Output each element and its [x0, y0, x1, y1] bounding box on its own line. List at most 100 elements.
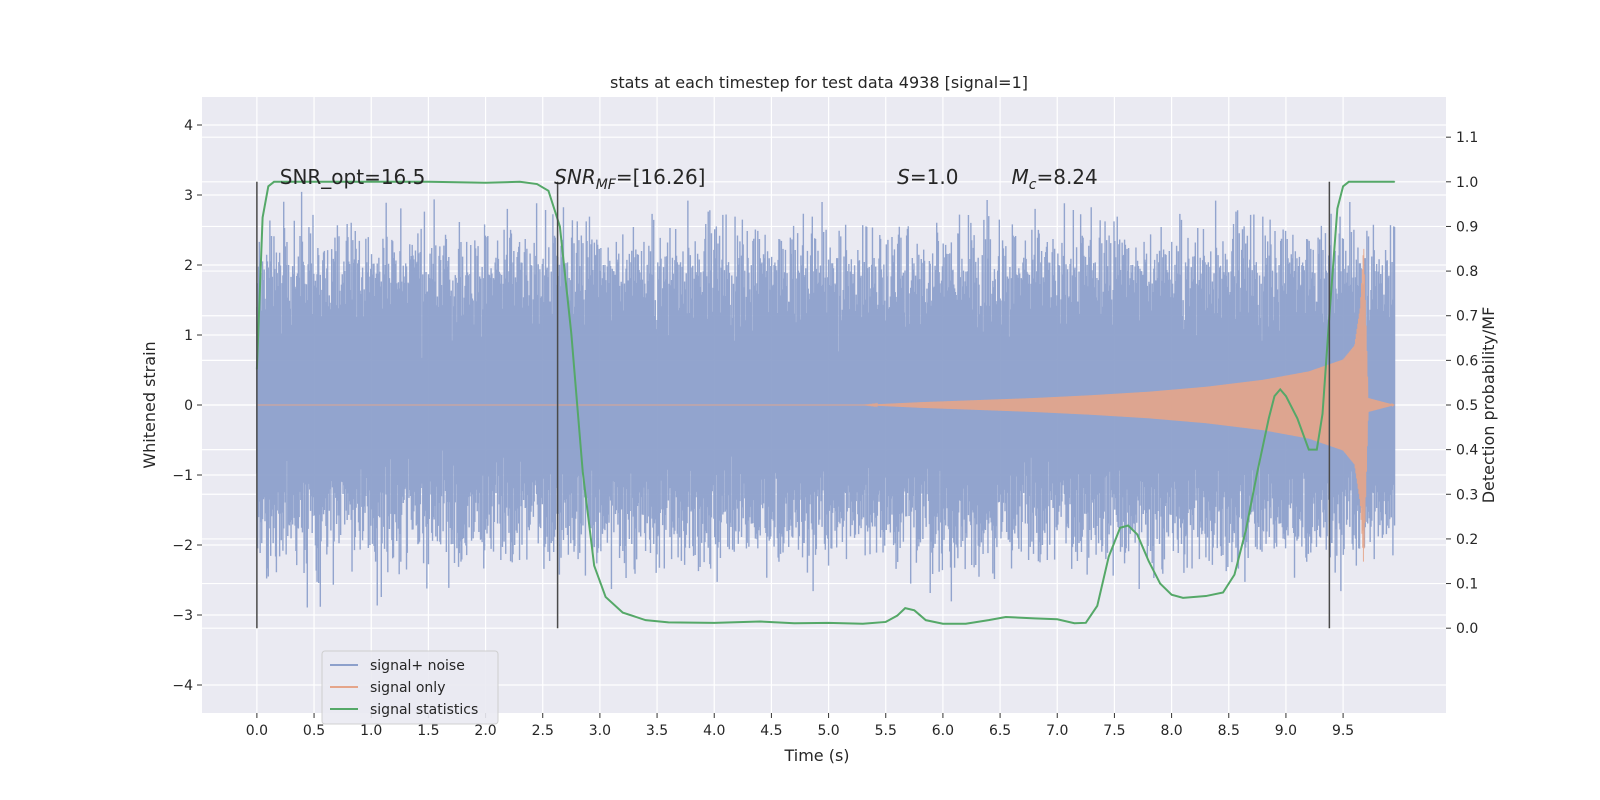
x-tick-label: 6.0 [932, 723, 954, 739]
stats-point [1376, 181, 1378, 183]
stats-point [913, 609, 915, 611]
stats-point [1336, 207, 1338, 210]
stats-point [904, 607, 906, 609]
stats-point [862, 623, 864, 625]
stats-point [1356, 181, 1358, 183]
x-tick-label: 7.0 [1046, 723, 1068, 739]
stats-point [1348, 181, 1350, 183]
annotation-text: Mc=8.24 [1012, 165, 1098, 193]
stats-point [622, 611, 624, 614]
x-tick-label: 8.5 [1218, 723, 1240, 739]
y2-tick-label: 0.7 [1456, 309, 1478, 325]
chart-title: stats at each timestep for test data 493… [610, 73, 1028, 92]
y-tick-label: 4 [184, 118, 193, 134]
stats-point [1273, 395, 1276, 397]
y-tick-label: −4 [172, 678, 193, 694]
y-tick-label: −3 [172, 608, 193, 624]
x-tick-label: 8.0 [1160, 723, 1182, 739]
stats-point [1096, 605, 1098, 607]
x-tick-label: 1.5 [417, 723, 439, 739]
stats-point [1085, 622, 1087, 624]
stats-point [1279, 388, 1281, 390]
legend-label: signal only [370, 680, 445, 696]
x-tick-label: 2.0 [474, 723, 496, 739]
stats-point [896, 615, 898, 617]
y2-axis-ticks: 1.1 1.0 0.9 0.8 0.7 0.6 0.5 0.4 0.3 0.2 0.1 0.0 [1446, 130, 1478, 637]
stats-point [1256, 471, 1258, 473]
stats-point [290, 181, 292, 183]
stats-point [519, 181, 521, 183]
stats-point [759, 620, 761, 623]
y2-tick-label: 0.3 [1456, 487, 1478, 503]
stats-point [1033, 617, 1035, 619]
stats-point [1148, 560, 1150, 562]
y2-tick-label: 0.0 [1456, 621, 1478, 637]
x-tick-label: 6.5 [989, 723, 1011, 739]
y2-tick-label: 0.2 [1456, 532, 1478, 548]
stats-point [536, 183, 538, 185]
stats-point [279, 181, 281, 183]
x-tick-label: 2.5 [532, 723, 554, 739]
stats-point [313, 181, 315, 183]
stats-point [1119, 527, 1121, 529]
stats-point [942, 623, 944, 625]
y2-tick-label: 1.1 [1456, 130, 1478, 146]
x-tick-label: 0.0 [246, 723, 268, 739]
y-tick-label: 0 [184, 398, 193, 414]
y-tick-label: −1 [172, 468, 193, 484]
x-tick-label: 1.0 [360, 723, 382, 739]
y-tick-label: 1 [184, 328, 193, 344]
stats-point [1316, 449, 1318, 451]
stats-point [713, 622, 715, 624]
stats-point [827, 622, 830, 624]
y-tick-label: −2 [172, 538, 193, 554]
y2-tick-label: 0.4 [1456, 443, 1478, 459]
x-tick-label: 9.0 [1275, 723, 1297, 739]
x-tick-label: 5.5 [875, 723, 897, 739]
stats-point [1245, 529, 1247, 531]
y2-tick-label: 1.0 [1456, 175, 1478, 191]
stats-point [1321, 413, 1324, 415]
stats-point [1365, 181, 1367, 183]
stats-point [559, 225, 561, 228]
x-axis-label: Time (s) [783, 746, 849, 765]
legend-label: signal+ noise [370, 658, 465, 674]
stats-point [1108, 556, 1110, 558]
stats-point [570, 332, 572, 335]
stats-point [885, 621, 887, 623]
stats-point [645, 619, 647, 621]
stats-point [1005, 616, 1007, 618]
x-tick-label: 9.5 [1332, 723, 1354, 739]
stats-point [1136, 533, 1138, 536]
stats-point [1393, 181, 1396, 183]
stats-point [1159, 582, 1161, 585]
series-layer [255, 180, 1396, 625]
annotation-text: SNRMF=[16.26] [554, 165, 705, 193]
stats-point [667, 621, 670, 623]
stats-point [1308, 449, 1310, 451]
y2-tick-label: 0.5 [1456, 398, 1478, 414]
y-tick-label: 3 [184, 188, 193, 204]
stats-point [1127, 524, 1129, 527]
y-axis-ticks: 4 3 2 1 0 −1 −2 −3 −4 [172, 118, 202, 694]
stats-point [1170, 594, 1173, 596]
stats-point [1222, 591, 1224, 594]
vertical-lines [256, 181, 1331, 629]
stats-point [262, 216, 264, 219]
stats-point [427, 181, 429, 183]
x-tick-label: 4.0 [703, 723, 725, 739]
stats-point [1342, 185, 1344, 187]
stats-point [1073, 622, 1075, 624]
annotations: SNR_opt=16.5 SNRMF=[16.26] S=1.0 Mc=8.24 [280, 165, 1098, 193]
x-tick-label: 3.0 [589, 723, 611, 739]
legend-label: signal statistics [370, 702, 478, 718]
y-axis-label: Whitened strain [140, 341, 159, 468]
stats-point [370, 181, 372, 183]
stats-point [1268, 417, 1270, 419]
annotation-text: S=1.0 [897, 165, 958, 189]
y2-tick-label: 0.8 [1456, 264, 1478, 280]
y-tick-label: 2 [184, 258, 193, 274]
legend-box [321, 650, 499, 725]
legend: signal+ noise signal only signal statistic… [321, 650, 499, 725]
